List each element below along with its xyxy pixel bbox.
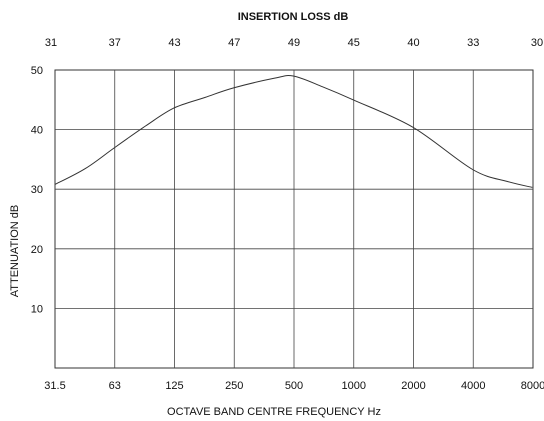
y-tick-label: 40 [31,125,43,137]
top-axis-label: 30 [531,37,543,49]
top-axis-labels: 31 37 43 47 49 45 40 33 30 [45,37,543,49]
top-axis-label: 31 [45,37,57,49]
x-tick-label: 4000 [461,380,485,392]
x-tick-label: 2000 [401,380,425,392]
y-tick-label: 20 [31,244,43,256]
x-tick-label: 63 [109,380,121,392]
x-tick-label: 500 [285,380,303,392]
top-axis-label: 47 [228,37,240,49]
x-tick-label: 125 [165,380,183,392]
x-axis-labels: 31.5 63 125 250 500 1000 2000 4000 8000 [44,380,544,392]
x-tick-label: 8000 [521,380,544,392]
top-axis-label: 45 [348,37,360,49]
top-axis-label: 37 [109,37,121,49]
x-tick-label: 31.5 [44,380,65,392]
y-axis-labels: 10 20 30 40 50 [31,65,43,315]
series-line [54,75,533,188]
x-axis-title: OCTAVE BAND CENTRE FREQUENCY Hz [167,406,381,418]
y-tick-label: 30 [31,184,43,196]
y-axis-title: ATTENUATION dB [9,205,21,298]
y-tick-label: 50 [31,65,43,77]
x-tick-label: 250 [225,380,243,392]
series-group [54,75,533,188]
y-tick-label: 10 [31,303,43,315]
top-axis-label: 33 [467,37,479,49]
plot-grid [54,69,534,369]
top-axis-label: 49 [288,37,300,49]
top-axis-label: 40 [407,37,419,49]
top-axis-title: INSERTION LOSS dB [238,11,349,23]
top-axis-label: 43 [168,37,180,49]
x-tick-label: 1000 [342,380,366,392]
